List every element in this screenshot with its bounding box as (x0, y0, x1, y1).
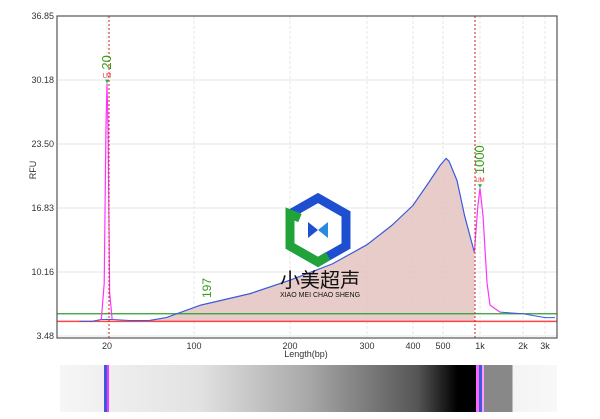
x-tick-label: 100 (186, 341, 201, 351)
x-tick-label: 400 (405, 341, 420, 351)
y-tick-label: 16.83 (31, 203, 54, 213)
marker-size-label: 1000 (472, 145, 487, 174)
y-tick-label: 30.18 (31, 75, 54, 85)
watermark-subtitle: XIAO MEI CHAO SHENG (280, 292, 360, 299)
marker-arrow-icon (105, 79, 109, 84)
marker-tag: UM (475, 178, 484, 184)
marker-size-label: 20 (99, 55, 114, 69)
y-tick-label: 23.50 (31, 139, 54, 149)
plot-frame (56, 15, 558, 339)
x-tick-label: 3k (540, 341, 550, 351)
trace-baseline (79, 319, 150, 322)
gel-band-lower-marker (104, 365, 107, 412)
y-tick-label: 3.48 (36, 331, 54, 341)
x-tick-label: 200 (282, 341, 297, 351)
y-tick-label: 36.85 (31, 11, 54, 21)
peak-size-label: 197 (200, 278, 214, 298)
marker-tag: LM (103, 74, 111, 80)
upper-marker-peak (473, 188, 501, 313)
x-tick-label: 20 (102, 341, 112, 351)
x-axis-label: Length(bp) (284, 349, 328, 359)
x-tick-label: 300 (359, 341, 374, 351)
watermark-title: 小美超声 (280, 269, 360, 292)
x-tick-label: 1k (475, 341, 485, 351)
y-axis-label: RFU (28, 161, 38, 180)
smear-trace (149, 157, 475, 322)
marker-arrow-icon (478, 184, 482, 189)
y-tick-label: 10.16 (31, 267, 54, 277)
smear-area (149, 158, 475, 322)
gel-lane (60, 365, 557, 412)
x-tick-label: 2k (518, 341, 528, 351)
x-tick-label: 500 (435, 341, 450, 351)
watermark-logo: 小美超声 XIAO MEI CHAO SHENG (280, 192, 360, 299)
trace-tail (499, 311, 555, 319)
gel-band-upper-marker (476, 365, 479, 412)
